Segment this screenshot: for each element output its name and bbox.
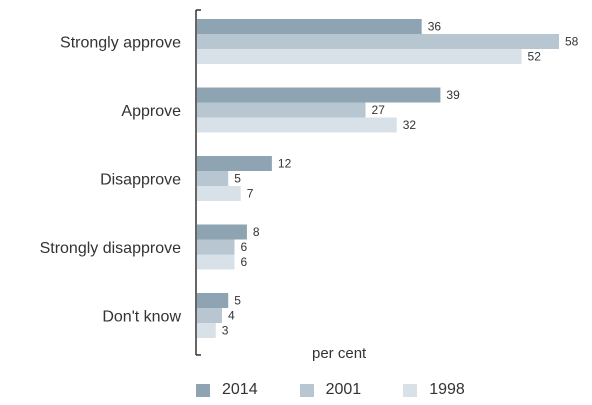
legend: 2014 2001 1998 — [196, 381, 507, 399]
value-label: 36 — [428, 20, 442, 34]
bar — [197, 117, 397, 133]
value-label: 5 — [234, 172, 241, 186]
bar — [197, 49, 522, 64]
value-label: 58 — [565, 35, 579, 49]
bar — [197, 34, 559, 49]
bar — [197, 186, 241, 201]
category-label: Strongly disapprove — [40, 240, 182, 257]
value-label: 6 — [240, 240, 247, 254]
bar — [197, 156, 272, 171]
category-label: Approve — [121, 103, 181, 120]
legend-item: 2001 — [299, 381, 362, 399]
value-label: 27 — [372, 103, 386, 117]
bar — [197, 171, 229, 186]
bars-layer — [197, 19, 559, 338]
value-label: 12 — [278, 157, 292, 171]
bar — [197, 323, 216, 338]
x-axis-title: per cent — [312, 345, 367, 362]
value-label: 4 — [228, 309, 235, 323]
value-label: 7 — [247, 187, 254, 201]
category-label: Don't know — [102, 309, 181, 326]
value-label: 3 — [222, 324, 229, 338]
bar — [197, 254, 235, 270]
legend-item: 2014 — [196, 381, 258, 399]
bar — [197, 293, 229, 308]
legend-label: 1998 — [429, 381, 465, 398]
value-label: 32 — [403, 118, 417, 132]
labels-layer: Strongly approve365852Approve392732Disap… — [40, 20, 579, 338]
value-label: 39 — [446, 88, 460, 102]
value-label: 5 — [234, 294, 241, 308]
bar — [197, 87, 441, 103]
bar — [197, 239, 235, 255]
legend-swatch — [299, 383, 314, 397]
value-label: 6 — [240, 255, 247, 269]
bar — [197, 308, 222, 323]
category-label: Strongly approve — [60, 35, 181, 52]
bar — [197, 102, 366, 118]
bar — [197, 19, 422, 34]
legend-swatch — [403, 383, 418, 397]
value-label: 52 — [528, 50, 542, 64]
legend-item: 1998 — [403, 381, 465, 399]
legend-label: 2014 — [222, 381, 258, 398]
bar — [197, 224, 247, 240]
category-label: Disapprove — [100, 172, 181, 189]
legend-label: 2001 — [325, 381, 362, 398]
value-label: 8 — [253, 225, 260, 239]
legend-swatch — [196, 383, 210, 397]
